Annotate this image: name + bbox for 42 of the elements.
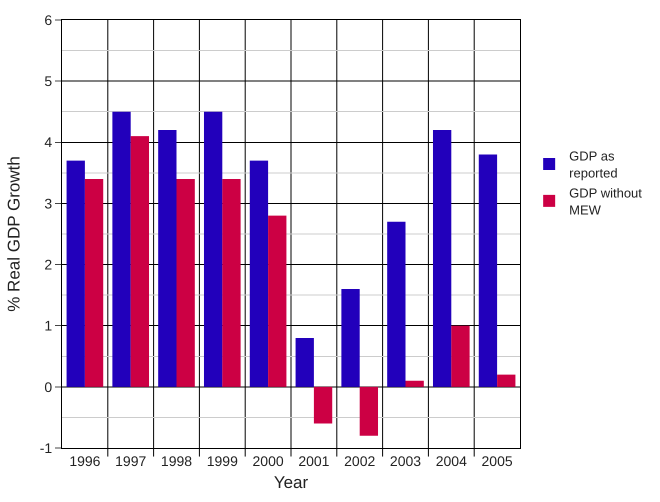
bar <box>158 130 176 387</box>
bar <box>296 338 314 387</box>
x-tick-label: 1998 <box>160 452 192 469</box>
bar <box>387 222 406 387</box>
x-tick-label: 1996 <box>69 452 101 469</box>
y-tick-label: 2 <box>44 256 52 272</box>
bar <box>84 178 104 387</box>
bar <box>341 289 360 387</box>
y-tick-label: 0 <box>44 378 52 395</box>
x-tick-label: 1997 <box>115 452 146 469</box>
x-tick-label: 1999 <box>206 452 238 469</box>
legend-label: GDP without MEW <box>569 185 642 218</box>
x-tick-label: 2004 <box>436 452 468 469</box>
legend-label: GDP as reported <box>569 148 618 181</box>
y-tick-label: 6 <box>44 12 52 28</box>
x-tick-label: 2002 <box>344 452 376 469</box>
y-tick-label: -1 <box>40 440 52 456</box>
bar <box>497 374 516 387</box>
bar <box>112 112 131 387</box>
x-tick-label: 2001 <box>298 452 330 469</box>
bar <box>222 178 241 387</box>
x-axis-title: Year <box>274 473 309 492</box>
bar <box>66 160 85 387</box>
y-tick-label: 5 <box>44 73 52 90</box>
bar <box>360 386 378 436</box>
bar <box>176 178 195 387</box>
y-tick-label: 4 <box>44 134 52 150</box>
x-tick-label: 2003 <box>390 452 422 469</box>
x-tick-label: 2005 <box>482 452 513 469</box>
bar <box>204 112 222 387</box>
bar <box>451 326 470 387</box>
bar <box>432 130 452 387</box>
y-tick-label: 1 <box>44 318 52 334</box>
x-tick-label: 2000 <box>252 452 284 469</box>
y-axis-title: % Real GDP Growth <box>4 156 24 312</box>
bar <box>314 386 332 424</box>
bar <box>478 154 498 387</box>
y-tick-label: 3 <box>44 195 52 212</box>
bar <box>406 380 424 387</box>
bar <box>250 160 268 387</box>
bar <box>130 136 150 387</box>
bar <box>268 216 286 387</box>
